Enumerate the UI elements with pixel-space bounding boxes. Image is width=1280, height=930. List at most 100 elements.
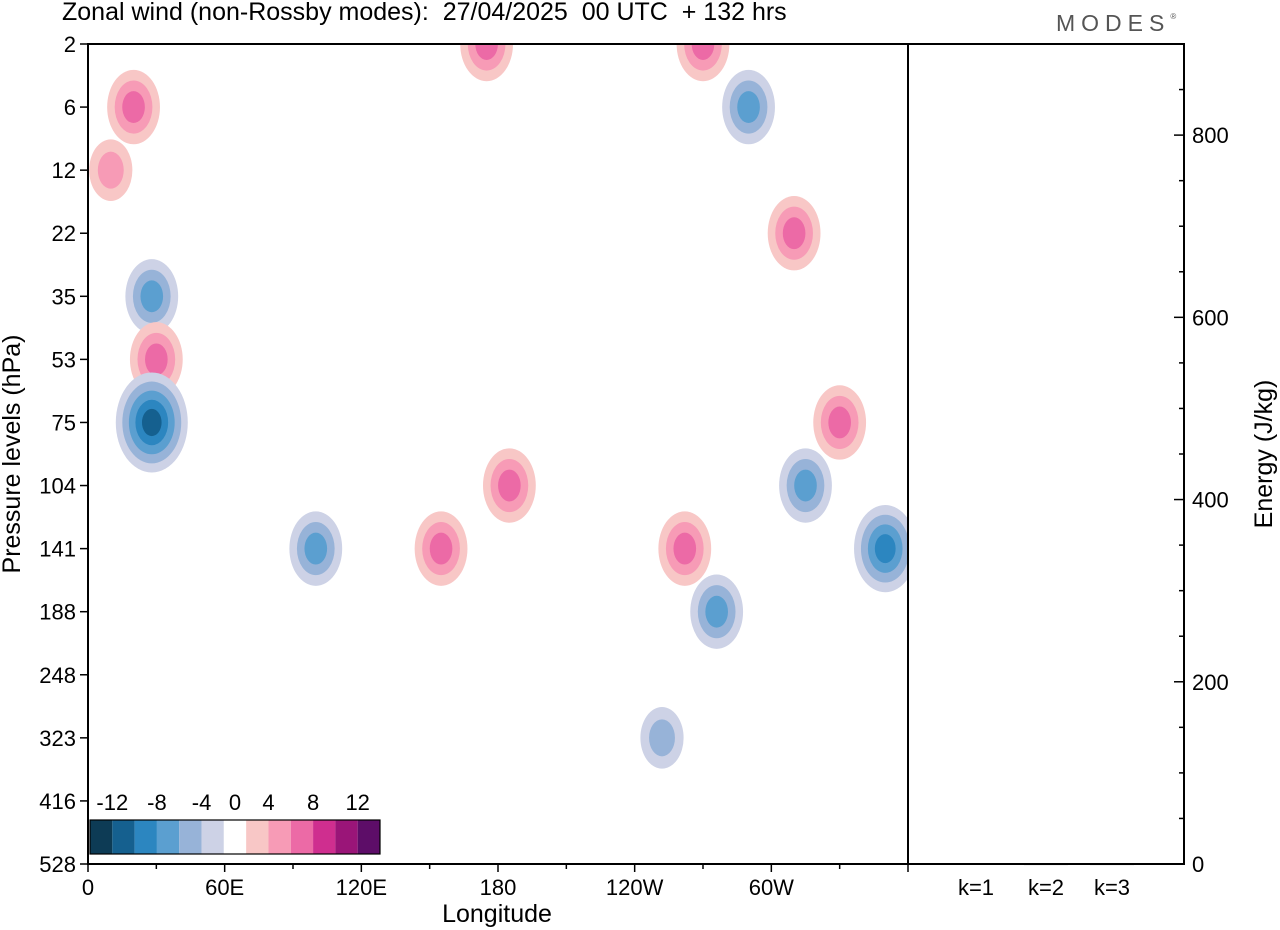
x-tick-label: 60W xyxy=(749,875,794,900)
y-axis-label: Pressure levels (hPa) xyxy=(0,335,26,574)
y-tick-label: 75 xyxy=(52,410,76,435)
contour-feature-15 xyxy=(722,69,775,145)
contour-level-3 xyxy=(498,469,521,502)
contour-feature-9 xyxy=(690,574,744,649)
logo-text: MODES xyxy=(1056,10,1171,36)
energy-category-label: k=3 xyxy=(1094,875,1130,900)
x-tick-label: 60E xyxy=(205,875,244,900)
contour-feature-17 xyxy=(460,44,514,82)
modes-logo: MODES® xyxy=(1056,10,1176,37)
contour-level-2 xyxy=(649,719,675,757)
contour-level-3 xyxy=(705,595,728,628)
y-tick-label: 528 xyxy=(39,852,76,877)
colorbar-swatch xyxy=(112,820,135,854)
contour-feature-6 xyxy=(414,511,468,586)
contour-feature-16 xyxy=(676,44,730,82)
y-tick-label: 323 xyxy=(39,726,76,751)
energy-category-label: k=2 xyxy=(1028,875,1064,900)
colorbar-frame xyxy=(89,819,381,855)
contour-feature-12 xyxy=(813,385,867,460)
colorbar: -12 -8 -4 0 4 8 12 xyxy=(89,790,381,855)
energy-bar-k=1 xyxy=(954,863,998,865)
colorbar-swatch xyxy=(357,820,380,854)
contour-feature-0 xyxy=(107,69,160,145)
contour-level-4 xyxy=(874,534,896,564)
colorbar-swatch xyxy=(223,820,247,854)
contour-feature-5 xyxy=(289,511,343,586)
colorbar-swatch xyxy=(156,820,180,854)
contour-level-3 xyxy=(673,532,697,565)
chart-title: Zonal wind (non-Rossby modes): 27/04/202… xyxy=(62,0,787,26)
contour-feature-11 xyxy=(767,196,821,271)
y-tick-label: 22 xyxy=(52,221,76,246)
y-tick-label: 53 xyxy=(52,347,76,372)
contour-field xyxy=(89,44,908,769)
energy-bar-k=3 xyxy=(1090,863,1134,866)
energy-bar-k=2 xyxy=(1024,863,1068,866)
x-axis-label: Longitude xyxy=(442,900,552,928)
contour-feature-14 xyxy=(854,505,908,593)
contour-level-3 xyxy=(145,343,168,376)
contour-level-3 xyxy=(794,469,817,502)
contour-feature-7 xyxy=(482,448,536,523)
colorbar-swatch xyxy=(268,820,291,854)
contour-feature-10 xyxy=(640,707,684,769)
x-tick-label: 120E xyxy=(336,875,387,900)
colorbar-label: 8 xyxy=(307,790,319,815)
colorbar-label: 0 xyxy=(229,790,241,815)
colorbar-swatch xyxy=(134,820,157,854)
x-tick-label: 120W xyxy=(606,875,664,900)
y-tick-label: 416 xyxy=(39,789,76,814)
contour-feature-4 xyxy=(115,372,188,473)
contour-level-3 xyxy=(737,91,760,124)
x-tick-label: 0 xyxy=(82,875,94,900)
energy-tick-label: 0 xyxy=(1192,852,1204,877)
colorbar-label: 4 xyxy=(262,790,274,815)
contour-level-3 xyxy=(691,44,715,60)
contour-feature-13 xyxy=(779,448,832,523)
y-tick-label: 188 xyxy=(39,600,76,625)
contour-level-3 xyxy=(475,44,498,60)
colorbar-label: -8 xyxy=(147,790,167,815)
energy-category-label: k=1 xyxy=(958,875,994,900)
contour-feature-8 xyxy=(658,511,712,586)
colorbar-swatch xyxy=(246,820,269,854)
y-tick-label: 12 xyxy=(52,158,76,183)
contour-level-3 xyxy=(429,532,453,565)
colorbar-label: 12 xyxy=(345,790,369,815)
y-tick-label: 35 xyxy=(52,284,76,309)
colorbar-label: -4 xyxy=(192,790,212,815)
energy-tick-label: 600 xyxy=(1192,305,1229,330)
colorbar-swatch xyxy=(90,820,113,854)
energy-tick-label: 200 xyxy=(1192,670,1229,695)
energy-axis-label: Energy (J/kg) xyxy=(1250,380,1278,529)
contour-level-5 xyxy=(141,408,162,437)
colorbar-swatch xyxy=(335,820,358,854)
colorbar-swatch xyxy=(313,820,336,854)
colorbar-swatch xyxy=(179,820,202,854)
contour-feature-1 xyxy=(89,139,133,201)
colorbar-label: -12 xyxy=(96,790,128,815)
x-tick-label: 180 xyxy=(480,875,517,900)
y-tick-label: 248 xyxy=(39,663,76,688)
y-tick-label: 6 xyxy=(64,95,76,120)
y-axis: 2 6 12 22 35 53 75 104 141 188 248 323 416 528 xyxy=(39,32,88,877)
contour-level-3 xyxy=(140,280,164,313)
contour-feature-3 xyxy=(129,322,183,397)
y-tick-label: 141 xyxy=(39,537,76,562)
contour-level-3 xyxy=(122,91,145,124)
colorbar-swatch xyxy=(290,820,314,854)
contour-level-3 xyxy=(828,406,851,439)
contour-level-2 xyxy=(97,151,124,189)
logo-registered-mark: ® xyxy=(1170,12,1177,21)
contour-feature-2 xyxy=(125,259,179,334)
contour-level-3 xyxy=(782,217,806,250)
energy-tick-label: 400 xyxy=(1192,488,1229,513)
x-axis: 0 60E 120E 180 120W 60W xyxy=(82,864,909,900)
energy-bar-chart: 0 200 400 600 800 k=1 k=2 k=3 xyxy=(954,43,1229,900)
y-tick-label: 104 xyxy=(39,474,76,499)
energy-panel-frame xyxy=(907,43,1185,865)
y-tick-label: 2 xyxy=(64,32,76,57)
contour-level-3 xyxy=(304,532,328,565)
